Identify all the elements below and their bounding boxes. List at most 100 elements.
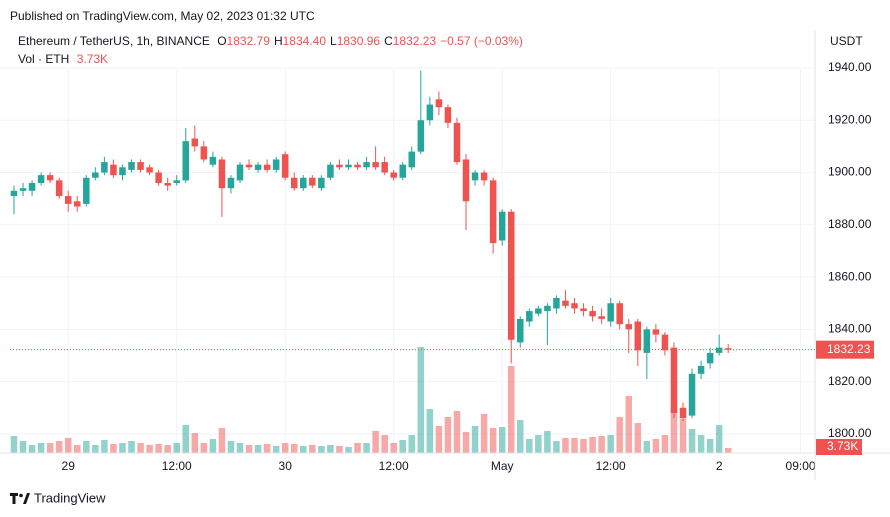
candle-body xyxy=(444,107,452,123)
candle-body xyxy=(625,324,633,330)
candle-body xyxy=(616,303,623,325)
candle-body xyxy=(173,180,180,183)
volume-bar xyxy=(607,435,614,453)
candle-body xyxy=(363,162,370,168)
candle-body xyxy=(544,305,551,312)
volume-bar xyxy=(390,443,397,453)
logo-icon xyxy=(23,493,30,504)
volume-bar xyxy=(517,420,524,453)
volume-bar xyxy=(417,347,425,453)
volume-bar xyxy=(697,435,705,453)
symbol-title: Ethereum / TetherUS, 1h, BINANCE xyxy=(18,34,210,48)
candle-body xyxy=(92,172,99,178)
volume-bar xyxy=(263,444,271,453)
candle-body xyxy=(191,138,199,147)
volume-bar xyxy=(92,445,99,453)
volume-bar xyxy=(164,445,171,453)
volume-bar xyxy=(535,435,542,453)
candle-body xyxy=(634,321,642,351)
candle-body xyxy=(408,151,416,168)
volume-bar xyxy=(471,426,479,453)
volume-bar xyxy=(372,431,379,453)
volume-bar xyxy=(227,441,235,453)
volume-bar xyxy=(236,443,244,453)
plot xyxy=(0,67,815,453)
candle-body xyxy=(399,164,406,178)
candle-body xyxy=(471,172,479,181)
volume-bar xyxy=(498,427,506,453)
candle-body xyxy=(336,164,343,168)
x-tick-label: May xyxy=(491,459,514,473)
candle-body xyxy=(28,182,36,191)
volume-bar xyxy=(480,414,488,453)
logo-icon xyxy=(19,493,23,498)
candle-body xyxy=(236,164,244,181)
volume-bar xyxy=(101,440,108,453)
volume-bar xyxy=(354,443,361,453)
candle-body xyxy=(245,164,253,168)
candle-body xyxy=(19,188,27,191)
legend-value: 1832.79 xyxy=(226,34,270,48)
candle-body xyxy=(535,308,542,314)
volume-bar xyxy=(272,446,280,453)
volume-title: Vol · ETH xyxy=(18,52,70,66)
volume-bar xyxy=(128,441,135,453)
volume-tag xyxy=(816,439,862,455)
candle-body xyxy=(137,162,144,170)
x-tick-label: 12:00 xyxy=(162,459,192,473)
volume-bar xyxy=(489,428,497,453)
volume-bar xyxy=(300,446,307,453)
candle-body xyxy=(164,182,171,186)
volume-bar xyxy=(399,440,406,453)
volume-bar xyxy=(688,429,696,453)
candle-body xyxy=(300,177,307,189)
x-tick-label: 2 xyxy=(716,459,723,473)
candle-body xyxy=(562,300,569,306)
price-tag xyxy=(816,340,874,359)
candle-body xyxy=(571,303,578,309)
candle-body xyxy=(553,297,560,309)
y-tick-label: 1840.00 xyxy=(828,322,872,336)
legend-change: −0.57 (−0.03%) xyxy=(440,34,523,48)
volume-bar xyxy=(381,435,388,453)
price-tag-label: 1832.23 xyxy=(827,342,871,356)
candle-body xyxy=(37,175,45,183)
footer-brand: TradingView xyxy=(34,490,106,505)
y-tick-label: 1940.00 xyxy=(828,60,872,74)
x-tick-label: 12:00 xyxy=(596,459,626,473)
candle-body xyxy=(517,318,524,343)
volume-bar xyxy=(507,366,515,453)
candle-body xyxy=(435,99,443,108)
candle-body xyxy=(426,104,434,121)
candle-body xyxy=(64,196,72,204)
volume-bar xyxy=(218,428,226,453)
candle-body xyxy=(580,308,587,312)
volume-bar xyxy=(173,443,180,453)
candle-body xyxy=(281,154,289,178)
candle-body xyxy=(272,159,280,170)
volume-bar xyxy=(37,443,45,453)
volume-bar xyxy=(290,444,298,453)
candle-body xyxy=(119,167,126,176)
candle-body xyxy=(263,164,271,170)
candle-body xyxy=(381,162,388,173)
volume-bar xyxy=(670,407,678,453)
volume-bar xyxy=(200,443,208,453)
volume-bar xyxy=(327,445,334,453)
volume-bar xyxy=(652,439,660,453)
candle-body xyxy=(146,167,153,173)
volume-bar xyxy=(715,425,723,453)
candle-body xyxy=(290,177,298,189)
volume-bar xyxy=(191,433,199,453)
y-tick-label: 1880.00 xyxy=(828,217,872,231)
candle-body xyxy=(10,190,18,197)
candle-body xyxy=(182,141,190,181)
y-tick-label: 1800.00 xyxy=(828,426,872,440)
legend-value: 1832.23 xyxy=(392,34,437,48)
candle-body xyxy=(209,156,217,165)
logo-icon xyxy=(10,493,18,504)
volume-bar xyxy=(598,436,605,453)
candle-body xyxy=(688,373,696,416)
candle-body xyxy=(480,172,488,181)
